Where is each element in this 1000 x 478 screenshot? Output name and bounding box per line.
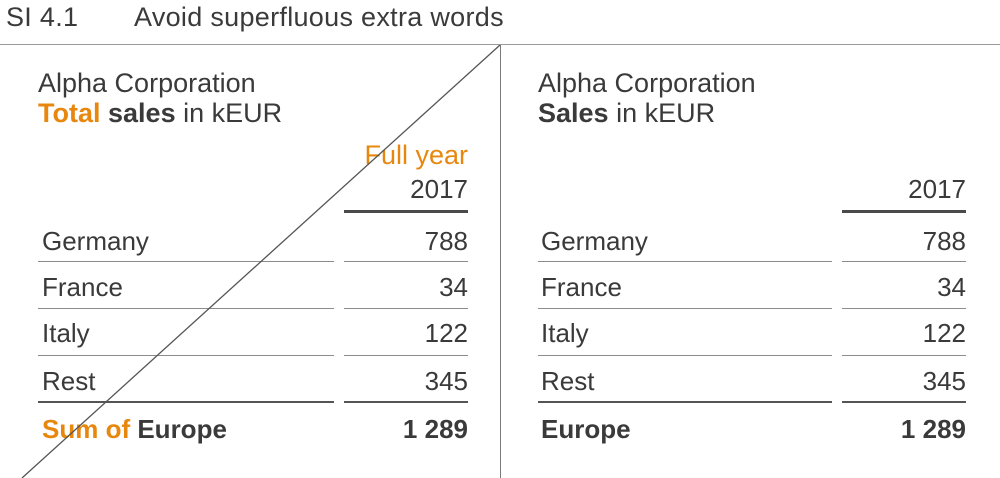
right-row-rule (842, 261, 966, 262)
left-total-highlight: Sum of (42, 414, 131, 444)
right-total-rule (842, 401, 966, 403)
left-total-label: Sum of Europe (42, 414, 227, 445)
left-row-value: 788 (424, 226, 468, 256)
left-total-value: 1 289 (402, 414, 468, 444)
right-row-value: 34 (937, 272, 966, 302)
right-row-rule (538, 308, 832, 309)
right-total-value: 1 289 (900, 414, 966, 444)
left-row-value: 345 (424, 366, 468, 396)
right-total-label: Europe (541, 414, 631, 444)
right-subtitle: Sales in kEUR (538, 99, 715, 127)
right-column-rule (842, 210, 966, 213)
right-row-rule (842, 308, 966, 309)
right-column-year: 2017 (908, 174, 966, 204)
right-row-value: 122 (922, 318, 966, 348)
left-total-rule (38, 401, 334, 403)
left-company-name: Alpha Corporation (38, 68, 256, 98)
header-divider (0, 44, 1000, 45)
left-row-rule (344, 355, 468, 356)
left-row-label: Rest (42, 366, 96, 396)
left-subtitle-rest: in kEUR (183, 98, 283, 128)
section-header: SI 4.1 Avoid superfluous extra words (6, 2, 504, 33)
left-total-name: Europe (137, 414, 227, 444)
right-company-name: Alpha Corporation (538, 68, 756, 98)
strike-through-line (21, 45, 501, 478)
left-row-label: Italy (42, 318, 90, 348)
section-id: SI 4.1 (6, 2, 79, 32)
left-column-year: 2017 (410, 174, 468, 204)
left-subtitle-bold: sales (108, 98, 176, 128)
left-subtitle-highlight: Total (38, 98, 101, 128)
right-row-label: France (541, 272, 622, 302)
section-title: Avoid superfluous extra words (134, 2, 504, 32)
left-subtitle: Total sales in kEUR (38, 99, 282, 127)
right-total-rule (538, 401, 832, 403)
diagonal-line (21, 45, 501, 478)
left-column-rule (344, 210, 468, 213)
left-row-rule (344, 308, 468, 309)
left-row-rule (344, 261, 468, 262)
left-row-rule (38, 261, 334, 262)
left-row-rule (38, 308, 334, 309)
left-column-extra: Full year (364, 140, 468, 170)
right-row-rule (538, 261, 832, 262)
left-row-rule (38, 355, 334, 356)
right-subtitle-rest: in kEUR (616, 98, 716, 128)
right-row-label: Italy (541, 318, 589, 348)
left-row-label: France (42, 272, 123, 302)
left-row-label: Germany (42, 226, 149, 256)
right-row-label: Rest (541, 366, 595, 396)
left-row-value: 122 (424, 318, 468, 348)
right-row-rule (538, 355, 832, 356)
panel-divider (500, 45, 501, 478)
left-total-rule (344, 401, 468, 403)
right-row-value: 788 (922, 226, 966, 256)
right-row-rule (842, 355, 966, 356)
left-row-value: 34 (439, 272, 468, 302)
right-subtitle-bold: Sales (538, 98, 609, 128)
right-row-label: Germany (541, 226, 648, 256)
right-row-value: 345 (922, 366, 966, 396)
